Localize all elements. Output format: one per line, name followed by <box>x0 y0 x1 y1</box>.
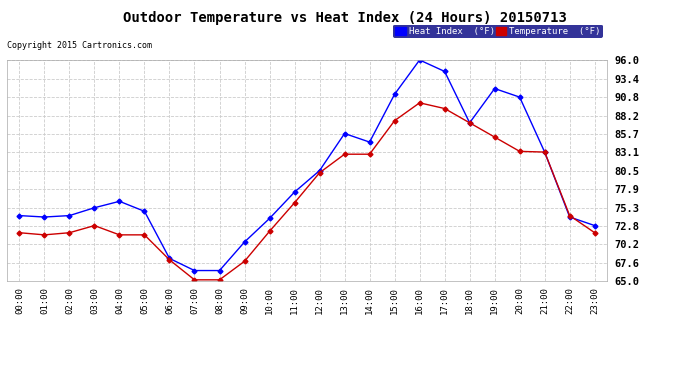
Text: Outdoor Temperature vs Heat Index (24 Hours) 20150713: Outdoor Temperature vs Heat Index (24 Ho… <box>123 11 567 25</box>
Legend: Heat Index  (°F), Temperature  (°F): Heat Index (°F), Temperature (°F) <box>393 25 602 38</box>
Text: Copyright 2015 Cartronics.com: Copyright 2015 Cartronics.com <box>7 41 152 50</box>
